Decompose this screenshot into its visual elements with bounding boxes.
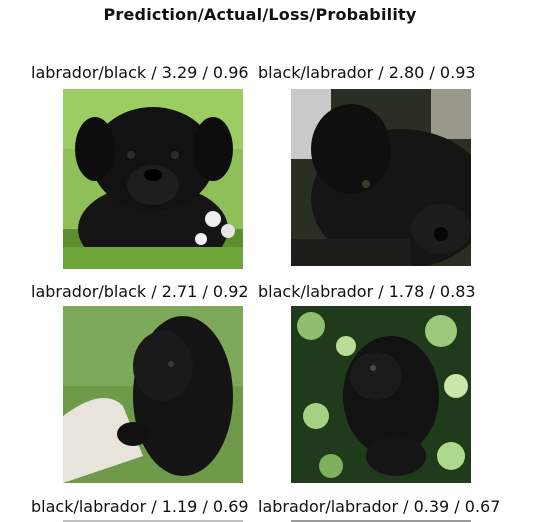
thumbnail-image-5 [63,520,243,522]
thumbnail-image-3 [63,306,243,483]
subplot-title-3: labrador/black / 2.71 / 0.92 [31,282,249,301]
subplot-title-5: black/labrador / 1.19 / 0.69 [31,497,249,516]
black-dog-lying-picture [291,89,471,266]
subplot-title-6: labrador/labrador / 0.39 / 0.67 [258,497,501,516]
figure-title: Prediction/Actual/Loss/Probability [103,5,417,24]
thumbnail-image-2 [291,89,471,266]
thumbnail-image-4 [291,306,471,483]
subplot-title-2: black/labrador / 2.80 / 0.93 [258,63,476,82]
subplot-title-4: black/labrador / 1.78 / 0.83 [258,282,476,301]
puppy-paw-hand-picture [63,306,243,483]
black-puppy-sitting-picture [63,89,243,269]
thumbnail-image-6 [291,520,471,522]
subplot-title-1: labrador/black / 3.29 / 0.96 [31,63,249,82]
thumbnail-image-1 [63,89,243,269]
black-dog-foliage-picture [291,306,471,483]
